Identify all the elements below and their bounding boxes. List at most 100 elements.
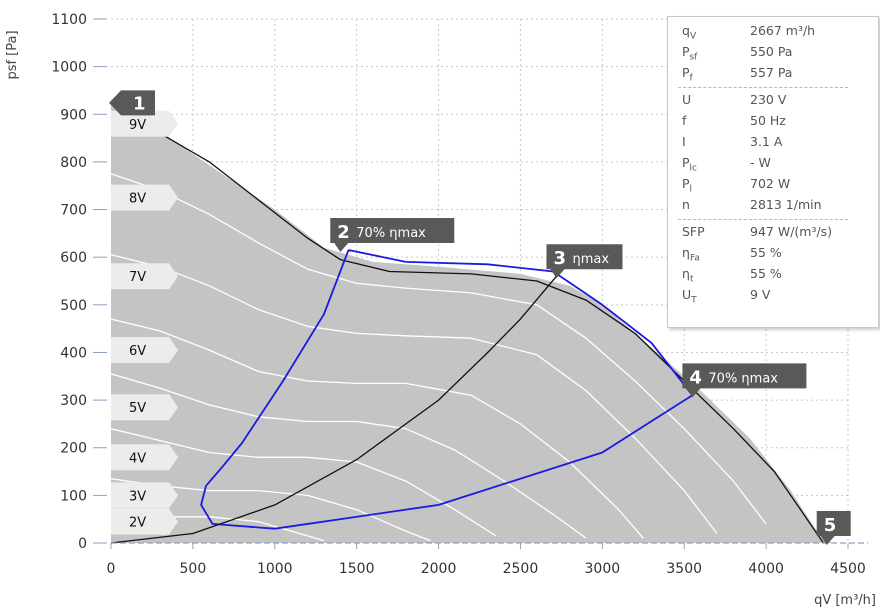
voltage-curve-5V <box>110 373 587 539</box>
axes: 0 500 1000 1500 2000 2500 3000 3500 4000 45000100… <box>51 12 868 577</box>
info-separator <box>678 87 848 88</box>
info-row: n 2813 1/min <box>668 195 878 215</box>
y-tick-label: 1000 <box>51 60 87 76</box>
voltage-label-3V: 3V <box>129 489 146 504</box>
info-symbol: qV <box>682 23 697 42</box>
y-tick-label: 400 <box>60 345 87 361</box>
marker-1-tag <box>109 90 155 116</box>
marker-2-number: 2 <box>337 222 350 243</box>
voltage-label-4V: 4V <box>129 451 146 466</box>
x-tick-label: 500 <box>180 561 207 577</box>
info-row: U 230 V <box>668 90 878 110</box>
x-axis-label: qV [m³/h] <box>814 593 876 608</box>
series-group <box>110 116 824 544</box>
info-value: 3.1 A <box>750 134 783 149</box>
y-tick-label: 0 <box>78 536 87 552</box>
efficiency-region-line <box>200 249 694 530</box>
info-row: ηt 55 % <box>668 264 878 285</box>
info-value: 55 % <box>750 245 782 260</box>
info-value: 55 % <box>750 266 782 281</box>
system-curve-line <box>110 275 557 544</box>
y-tick-label: 1100 <box>51 12 87 28</box>
voltage-tag <box>111 508 178 535</box>
info-value: 2813 1/min <box>750 197 822 212</box>
voltage-curve-6V <box>110 318 644 539</box>
voltage-label-5V: 5V <box>129 401 146 416</box>
y-tick-label: 200 <box>60 441 87 457</box>
voltage-tag <box>111 444 178 471</box>
info-symbol: U <box>682 92 692 107</box>
marker-4-tag <box>682 363 807 398</box>
y-tick-label: 500 <box>60 298 87 314</box>
info-value: 947 W/(m³/s) <box>750 224 833 239</box>
voltage-tag <box>111 482 178 509</box>
marker-2-label: 70% ηmax <box>356 226 426 241</box>
operating-point-panel: qV 2667 m³/h Psf 550 Pa Pf 557 Pa U 230 V f 50 Hz… <box>667 16 879 328</box>
voltage-curve-8V <box>110 173 767 525</box>
info-value: 702 W <box>750 176 791 191</box>
info-row: I 3.1 A <box>668 132 878 152</box>
info-value: 550 Pa <box>750 44 793 59</box>
y-tick-label: 700 <box>60 203 87 219</box>
x-tick-label: 1500 <box>339 561 375 577</box>
voltage-curve-9V <box>110 116 824 544</box>
marker-3-label: ηmax <box>572 252 609 267</box>
info-value: 230 V <box>750 92 787 107</box>
y-tick-label: 300 <box>60 393 87 409</box>
info-symbol: ηt <box>682 266 694 285</box>
voltage-tag <box>111 337 178 364</box>
x-tick-label: 4000 <box>748 561 784 577</box>
info-symbol: Plc <box>682 155 697 174</box>
y-tick-label: 800 <box>60 155 87 171</box>
voltage-tag <box>111 394 178 421</box>
y-tick-label: 100 <box>60 488 87 504</box>
voltage-curve-7V <box>110 254 718 534</box>
info-symbol: UT <box>682 287 697 306</box>
operating-envelope <box>111 104 832 543</box>
voltage-tag <box>111 110 178 137</box>
info-symbol: f <box>682 113 687 128</box>
marker-5-number: 5 <box>824 515 837 536</box>
marker-4-number: 4 <box>689 367 702 388</box>
info-row: UT 9 V <box>668 285 878 306</box>
y-tick-label: 900 <box>60 107 87 123</box>
info-value: - W <box>750 155 771 170</box>
info-symbol: I <box>682 134 686 149</box>
info-symbol: Pl <box>682 176 693 195</box>
info-row: Pl 702 W <box>668 174 878 195</box>
marker-2-tag <box>330 218 455 253</box>
info-row: Psf 550 Pa <box>668 42 878 63</box>
voltage-label-7V: 7V <box>129 270 146 285</box>
voltage-label-8V: 8V <box>129 192 146 207</box>
info-symbol: ηFa <box>682 245 700 264</box>
info-symbol: Pf <box>682 65 693 84</box>
info-value: 557 Pa <box>750 65 793 80</box>
x-tick-label: 0 <box>107 561 116 577</box>
info-row: Pf 557 Pa <box>668 63 878 84</box>
point-markers: 1 2 70% ηmax 3 ηmax 4 70% ηmax 5 <box>109 90 851 545</box>
info-value: 50 Hz <box>750 113 786 128</box>
x-tick-label: 4500 <box>830 561 866 577</box>
x-tick-label: 2000 <box>421 561 457 577</box>
marker-1-number: 1 <box>133 93 146 114</box>
info-separator <box>678 219 848 220</box>
voltage-label-2V: 2V <box>129 516 146 531</box>
voltage-curve-4V <box>110 428 497 537</box>
info-row: Plc - W <box>668 153 878 174</box>
marker-4-label: 70% ηmax <box>708 371 778 386</box>
info-row: f 50 Hz <box>668 111 878 131</box>
voltage-label-6V: 6V <box>129 344 146 359</box>
info-symbol: n <box>682 197 690 212</box>
voltage-labels: 9V 8V 7V 6V 5V 4V 3V 2V <box>111 110 178 535</box>
x-tick-label: 2500 <box>503 561 539 577</box>
info-value: 9 V <box>750 287 771 302</box>
marker-3-number: 3 <box>553 248 566 269</box>
info-symbol: SFP <box>682 224 705 239</box>
x-tick-label: 3000 <box>585 561 621 577</box>
voltage-tag <box>111 184 178 211</box>
info-value: 2667 m³/h <box>750 23 816 38</box>
info-row: ηFa 55 % <box>668 243 878 264</box>
info-symbol: Psf <box>682 44 698 63</box>
voltage-tag <box>111 263 178 290</box>
